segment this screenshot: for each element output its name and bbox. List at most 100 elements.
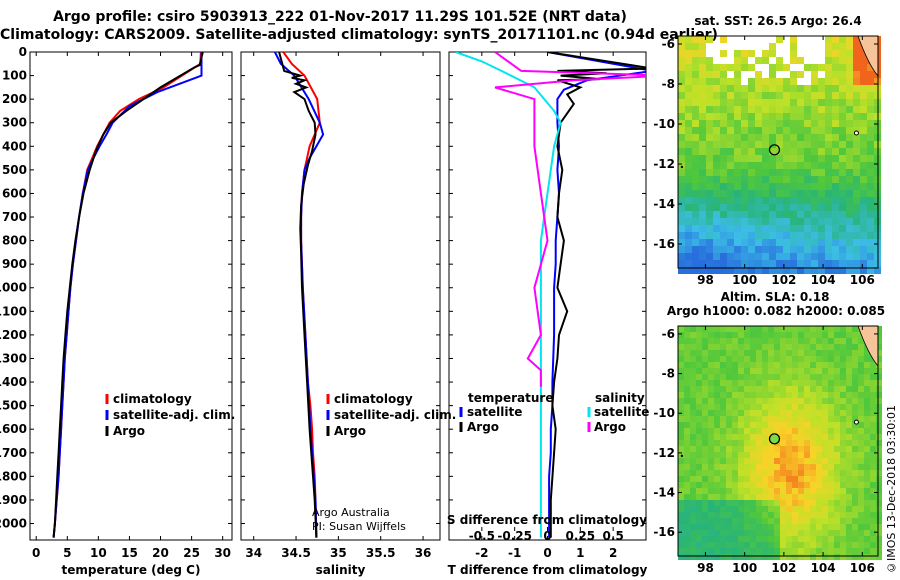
map-cell <box>825 211 832 218</box>
map-cell <box>870 380 876 386</box>
map-cell <box>690 464 696 470</box>
map-cell <box>732 404 738 410</box>
map-cell <box>810 500 816 506</box>
map-cell <box>744 434 750 440</box>
map-cell <box>811 225 818 232</box>
map-cell <box>797 260 804 267</box>
map-xtick-label: 106 <box>850 273 875 287</box>
map-cell <box>790 57 797 64</box>
map-cell <box>864 422 870 428</box>
map-cell <box>738 344 744 350</box>
map-cell <box>696 452 702 458</box>
map-cell <box>876 524 882 530</box>
map-cell <box>783 225 790 232</box>
map-cell <box>768 524 774 530</box>
series-line-s-satellite <box>455 52 562 538</box>
map-cell <box>744 422 750 428</box>
map-cell <box>846 232 853 239</box>
map-cell <box>846 239 853 246</box>
map-cell <box>852 476 858 482</box>
map-cell <box>853 232 860 239</box>
map-cell <box>699 267 706 274</box>
map-cell <box>834 458 840 464</box>
map-cell <box>696 368 702 374</box>
map-cell <box>699 211 706 218</box>
map-cell <box>744 452 750 458</box>
map-cell <box>741 232 748 239</box>
map-cell <box>768 380 774 386</box>
map-cell <box>822 410 828 416</box>
map-cell <box>732 350 738 356</box>
map-cell <box>734 78 741 85</box>
map-ytick-label: -8 <box>662 367 675 381</box>
map-cell <box>756 404 762 410</box>
map-cell <box>678 106 685 113</box>
map-cell <box>720 368 726 374</box>
map-cell <box>776 64 783 71</box>
map-cell <box>786 536 792 542</box>
map-cell <box>732 428 738 434</box>
map-cell <box>839 246 846 253</box>
map-cell <box>726 386 732 392</box>
map-cell <box>732 548 738 554</box>
map-cell <box>834 428 840 434</box>
map-cell <box>864 542 870 548</box>
map-cell <box>839 57 846 64</box>
map-cell <box>846 518 852 524</box>
map-cell <box>858 386 864 392</box>
map-cell <box>702 356 708 362</box>
map-cell <box>853 155 860 162</box>
map-cell <box>822 554 828 560</box>
map-cell <box>690 506 696 512</box>
map-cell <box>776 197 783 204</box>
map-cell <box>713 148 720 155</box>
map-cell <box>750 392 756 398</box>
map-cell <box>734 50 741 57</box>
map-cell <box>804 148 811 155</box>
map-cell <box>860 211 867 218</box>
map-cell <box>769 99 776 106</box>
map-cell <box>810 446 816 452</box>
map-cell <box>790 162 797 169</box>
map-cell <box>684 452 690 458</box>
map-cell <box>867 218 874 225</box>
map-cell <box>699 141 706 148</box>
map-cell <box>798 536 804 542</box>
map-cell <box>828 356 834 362</box>
map-cell <box>832 50 839 57</box>
map-cell <box>732 398 738 404</box>
map-cell <box>804 380 810 386</box>
map-cell <box>786 446 792 452</box>
map-cell <box>790 246 797 253</box>
map-sla_map <box>677 325 882 560</box>
map-cell <box>825 260 832 267</box>
map-cell <box>867 169 874 176</box>
map-cell <box>853 106 860 113</box>
map-cell <box>846 78 853 85</box>
map-cell <box>853 162 860 169</box>
map-cell <box>870 554 876 560</box>
map-cell <box>832 64 839 71</box>
map-cell <box>774 326 780 332</box>
map-cell <box>790 71 797 78</box>
map-cell <box>738 398 744 404</box>
map-cell <box>696 506 702 512</box>
map-cell <box>853 176 860 183</box>
map-cell <box>726 392 732 398</box>
map-cell <box>846 530 852 536</box>
map-cell <box>864 512 870 518</box>
map-cell <box>678 218 685 225</box>
map-cell <box>832 176 839 183</box>
map-cell <box>684 518 690 524</box>
map-cell <box>690 530 696 536</box>
map-cell <box>732 458 738 464</box>
map-cell <box>748 218 755 225</box>
map-cell <box>776 120 783 127</box>
map-cell <box>846 260 853 267</box>
map-cell <box>825 92 832 99</box>
map-cell <box>840 428 846 434</box>
map-cell <box>756 452 762 458</box>
map-cell <box>756 326 762 332</box>
map-cell <box>852 500 858 506</box>
map-cell <box>762 398 768 404</box>
